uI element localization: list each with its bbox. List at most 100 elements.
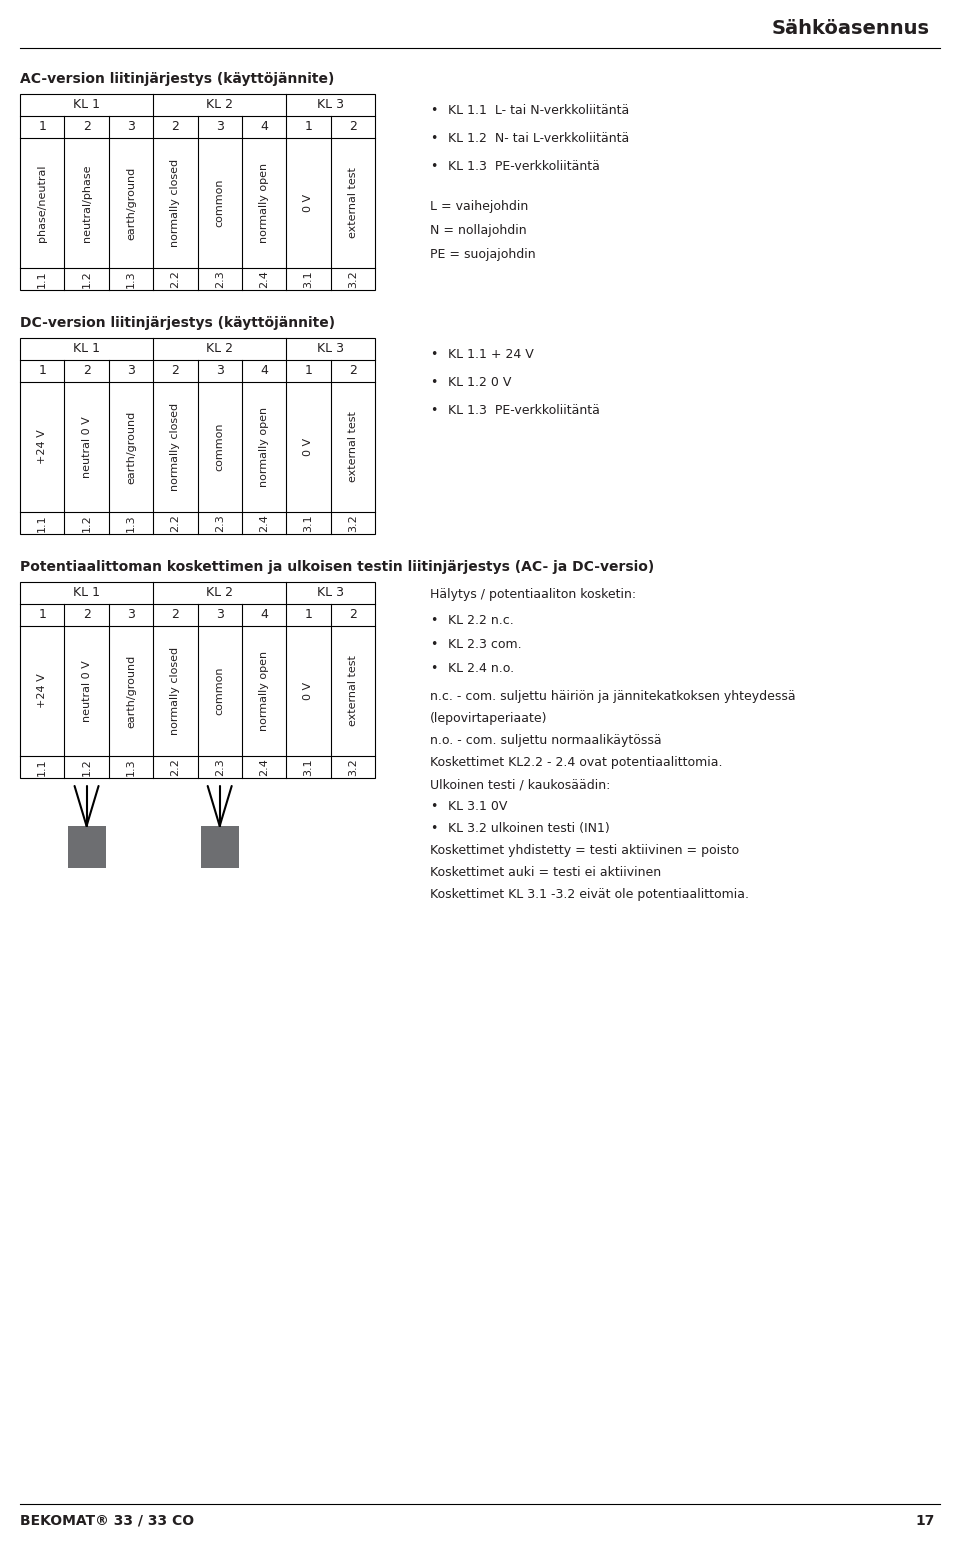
- Text: •: •: [430, 132, 438, 146]
- Text: 3.2: 3.2: [348, 759, 358, 776]
- Text: •: •: [430, 615, 438, 627]
- Text: 3.1: 3.1: [303, 271, 313, 288]
- Text: normally closed: normally closed: [170, 402, 180, 491]
- Text: +24 V: +24 V: [37, 673, 47, 709]
- Text: 17: 17: [916, 1514, 935, 1528]
- Text: Koskettimet KL 3.1 -3.2 eivät ole potentiaalittomia.: Koskettimet KL 3.1 -3.2 eivät ole potent…: [430, 889, 749, 901]
- Text: 2.4: 2.4: [259, 514, 269, 533]
- Text: L = vaihejohdin: L = vaihejohdin: [430, 200, 528, 214]
- Text: neutral 0 V: neutral 0 V: [82, 416, 91, 478]
- Text: earth/ground: earth/ground: [126, 655, 136, 728]
- Text: DC-version liitinjärjestys (käyttöjännite): DC-version liitinjärjestys (käyttöjännit…: [20, 316, 335, 330]
- Text: 0 V: 0 V: [303, 438, 313, 457]
- Text: 3: 3: [216, 608, 224, 621]
- Text: (lepovirtaperiaate): (lepovirtaperiaate): [430, 712, 547, 724]
- Text: neutral 0 V: neutral 0 V: [82, 659, 91, 721]
- Text: 4: 4: [260, 364, 268, 378]
- Text: 0 V: 0 V: [303, 194, 313, 212]
- Text: 2: 2: [83, 121, 90, 133]
- Text: Ulkoinen testi / kaukosäädin:: Ulkoinen testi / kaukosäädin:: [430, 779, 611, 791]
- Text: 2.4: 2.4: [259, 269, 269, 288]
- Text: KL 1.2 0 V: KL 1.2 0 V: [448, 376, 512, 389]
- Text: 1.2: 1.2: [82, 514, 91, 533]
- Text: 3: 3: [216, 121, 224, 133]
- Bar: [20, 582, 375, 779]
- Text: phase/neutral: phase/neutral: [37, 164, 47, 241]
- Text: 2: 2: [172, 364, 180, 378]
- Text: external test: external test: [348, 412, 358, 483]
- Text: KL 3: KL 3: [317, 99, 344, 111]
- Text: •: •: [430, 159, 438, 173]
- Text: 0 V: 0 V: [303, 683, 313, 700]
- Text: KL 1: KL 1: [73, 99, 100, 111]
- Text: KL 2: KL 2: [206, 342, 233, 356]
- Text: 3.2: 3.2: [348, 514, 358, 533]
- Text: +24 V: +24 V: [37, 430, 47, 464]
- Text: KL 2: KL 2: [206, 99, 233, 111]
- Text: 2: 2: [83, 364, 90, 378]
- Text: 2: 2: [172, 121, 180, 133]
- Text: KL 1.3  PE-verkkoliitäntä: KL 1.3 PE-verkkoliitäntä: [448, 404, 600, 416]
- Text: external test: external test: [348, 167, 358, 238]
- Text: 2.2: 2.2: [170, 269, 180, 288]
- Text: 2.4: 2.4: [259, 759, 269, 776]
- Text: 1: 1: [38, 608, 46, 621]
- Text: n.c. - com. suljettu häiriön ja jännitekatkoksen yhteydessä: n.c. - com. suljettu häiriön ja jännitek…: [430, 690, 796, 703]
- Text: Potentiaalittoman koskettimen ja ulkoisen testin liitinjärjestys (AC- ja DC-vers: Potentiaalittoman koskettimen ja ulkoise…: [20, 560, 655, 574]
- Text: neutral/phase: neutral/phase: [82, 164, 91, 241]
- Text: •: •: [430, 376, 438, 389]
- Text: 1.1: 1.1: [37, 759, 47, 776]
- Text: 1.2: 1.2: [82, 269, 91, 288]
- Text: 1.3: 1.3: [126, 514, 136, 533]
- Text: KL 2.4 n.o.: KL 2.4 n.o.: [448, 663, 515, 675]
- Text: Sähköasennus: Sähköasennus: [772, 19, 930, 37]
- Text: •: •: [430, 104, 438, 118]
- Text: normally open: normally open: [259, 163, 269, 243]
- Text: KL 2.2 n.c.: KL 2.2 n.c.: [448, 615, 514, 627]
- Text: KL 1.3  PE-verkkoliitäntä: KL 1.3 PE-verkkoliitäntä: [448, 159, 600, 173]
- Text: •: •: [430, 822, 438, 834]
- Text: Koskettimet KL2.2 - 2.4 ovat potentiaalittomia.: Koskettimet KL2.2 - 2.4 ovat potentiaali…: [430, 755, 723, 769]
- Text: BEKOMAT® 33 / 33 CO: BEKOMAT® 33 / 33 CO: [20, 1514, 194, 1528]
- Text: 3: 3: [127, 608, 134, 621]
- Text: 2.2: 2.2: [170, 759, 180, 776]
- Text: common: common: [215, 667, 225, 715]
- Bar: [201, 827, 239, 868]
- Text: 1: 1: [38, 364, 46, 378]
- Text: N = nollajohdin: N = nollajohdin: [430, 224, 527, 237]
- Text: 2: 2: [348, 364, 357, 378]
- Text: normally closed: normally closed: [170, 159, 180, 248]
- Text: earth/ground: earth/ground: [126, 410, 136, 483]
- Text: 1: 1: [38, 121, 46, 133]
- Text: 4: 4: [260, 121, 268, 133]
- Text: 1: 1: [304, 121, 312, 133]
- Bar: [20, 337, 375, 534]
- Text: KL 1: KL 1: [73, 342, 100, 356]
- Text: 2: 2: [83, 608, 90, 621]
- Text: •: •: [430, 663, 438, 675]
- Text: KL 2: KL 2: [206, 587, 233, 599]
- Text: 4: 4: [260, 608, 268, 621]
- Text: 2.3: 2.3: [215, 514, 225, 533]
- Text: •: •: [430, 638, 438, 652]
- Text: 2: 2: [172, 608, 180, 621]
- Text: KL 1.2  N- tai L-verkkoliitäntä: KL 1.2 N- tai L-verkkoliitäntä: [448, 132, 629, 146]
- Text: 1.1: 1.1: [37, 514, 47, 533]
- Text: KL 3.2 ulkoinen testi (IN1): KL 3.2 ulkoinen testi (IN1): [448, 822, 610, 834]
- Text: 2: 2: [348, 608, 357, 621]
- Text: 2.3: 2.3: [215, 759, 225, 776]
- Text: earth/ground: earth/ground: [126, 166, 136, 240]
- Text: KL 2.3 com.: KL 2.3 com.: [448, 638, 521, 652]
- Text: 2.2: 2.2: [170, 514, 180, 533]
- Text: KL 1: KL 1: [73, 587, 100, 599]
- Text: PE = suojajohdin: PE = suojajohdin: [430, 248, 536, 262]
- Text: Hälytys / potentiaaliton kosketin:: Hälytys / potentiaaliton kosketin:: [430, 588, 636, 601]
- Text: 1.2: 1.2: [82, 759, 91, 776]
- Bar: [67, 827, 106, 868]
- Text: Koskettimet auki = testi ei aktiivinen: Koskettimet auki = testi ei aktiivinen: [430, 865, 661, 879]
- Text: KL 1.1 + 24 V: KL 1.1 + 24 V: [448, 348, 534, 361]
- Text: 3.2: 3.2: [348, 269, 358, 288]
- Text: 1: 1: [304, 608, 312, 621]
- Text: 1: 1: [304, 364, 312, 378]
- Text: Koskettimet yhdistetty = testi aktiivinen = poisto: Koskettimet yhdistetty = testi aktiivine…: [430, 844, 739, 858]
